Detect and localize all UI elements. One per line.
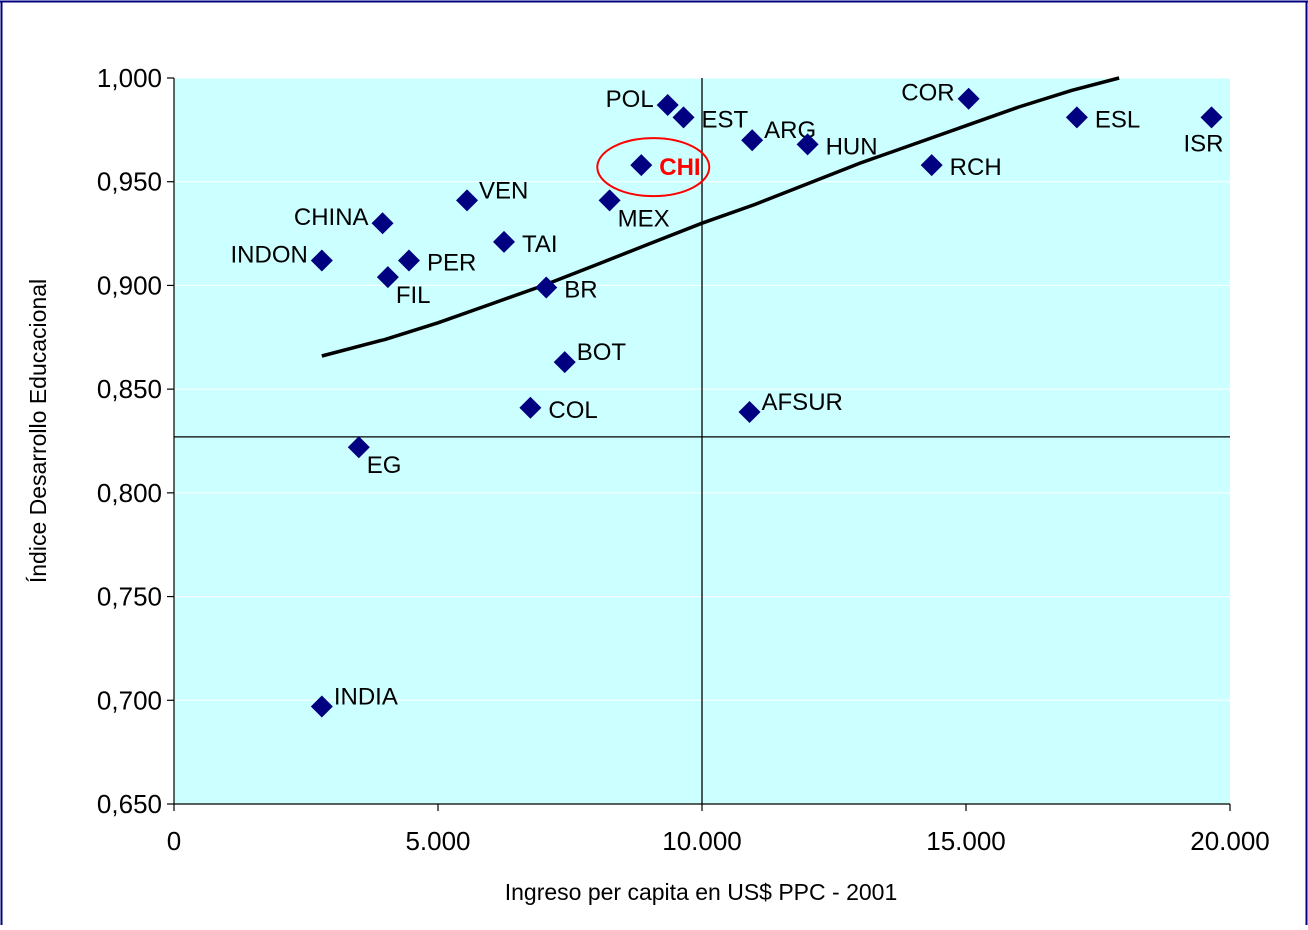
data-point-arg <box>741 129 764 152</box>
y-tick-label: 0,800 <box>97 478 162 508</box>
x-tick-label: 10.000 <box>662 826 742 856</box>
point-label-chi: CHI <box>659 154 700 181</box>
data-point-isr <box>1200 106 1223 129</box>
point-label-bot: BOT <box>577 339 627 366</box>
y-axis-title: Índice Desarrollo Educacional <box>25 279 51 583</box>
point-label-cor: COR <box>901 80 954 107</box>
data-point-china <box>371 212 394 235</box>
point-label-mex: MEX <box>618 205 670 232</box>
data-point-indon <box>310 249 333 272</box>
data-point-hun <box>796 133 819 156</box>
point-label-fil: FIL <box>396 282 431 309</box>
x-axis-title: Ingreso per capita en US$ PPC - 2001 <box>505 879 898 905</box>
data-point-bot <box>553 351 576 374</box>
x-tick-label: 20.000 <box>1190 826 1270 856</box>
y-tick-label: 0,950 <box>97 167 162 197</box>
data-point-afsur <box>738 400 761 423</box>
point-label-china: CHINA <box>294 204 369 231</box>
data-point-india <box>310 695 333 718</box>
x-tick-label: 0 <box>167 826 181 856</box>
data-point-cor <box>957 87 980 110</box>
data-point-br <box>535 276 558 299</box>
point-label-rch: RCH <box>950 154 1002 181</box>
point-label-pol: POL <box>606 86 654 113</box>
point-label-isr: ISR <box>1184 130 1224 157</box>
data-point-ven <box>456 189 479 212</box>
y-tick-label: 0,750 <box>97 582 162 612</box>
y-tick-label: 0,650 <box>97 789 162 819</box>
data-point-rch <box>920 154 943 177</box>
data-point-per <box>397 249 420 272</box>
trendline <box>321 76 1120 358</box>
x-tick-label: 5.000 <box>405 826 470 856</box>
data-point-pol <box>656 93 679 116</box>
point-label-indon: INDON <box>230 242 307 269</box>
data-point-esl <box>1065 106 1088 129</box>
data-point-tai <box>493 230 515 253</box>
data-point-mex <box>598 189 621 212</box>
x-tick-label: 15.000 <box>926 826 1006 856</box>
data-point-col <box>519 396 542 419</box>
data-point-fil <box>376 266 399 289</box>
point-label-hun: HUN <box>826 133 878 160</box>
point-label-esl: ESL <box>1095 106 1140 133</box>
y-tick-label: 0,700 <box>97 685 162 715</box>
point-label-tai: TAI <box>522 231 558 258</box>
point-label-col: COL <box>548 397 597 424</box>
point-label-ven: VEN <box>479 177 528 204</box>
point-label-per: PER <box>427 250 476 277</box>
point-label-afsur: AFSUR <box>762 389 843 416</box>
point-label-est: EST <box>702 106 749 133</box>
y-tick-label: 1,000 <box>97 63 162 93</box>
point-label-br: BR <box>564 277 597 304</box>
point-label-india: INDIA <box>334 684 398 711</box>
highlight-circle <box>596 137 711 198</box>
data-point-est <box>672 106 695 129</box>
data-point-eg <box>347 436 370 459</box>
y-tick-label: 0,850 <box>97 374 162 404</box>
y-tick-label: 0,900 <box>97 270 162 300</box>
data-point-chi <box>630 154 653 177</box>
point-label-eg: EG <box>367 452 402 479</box>
